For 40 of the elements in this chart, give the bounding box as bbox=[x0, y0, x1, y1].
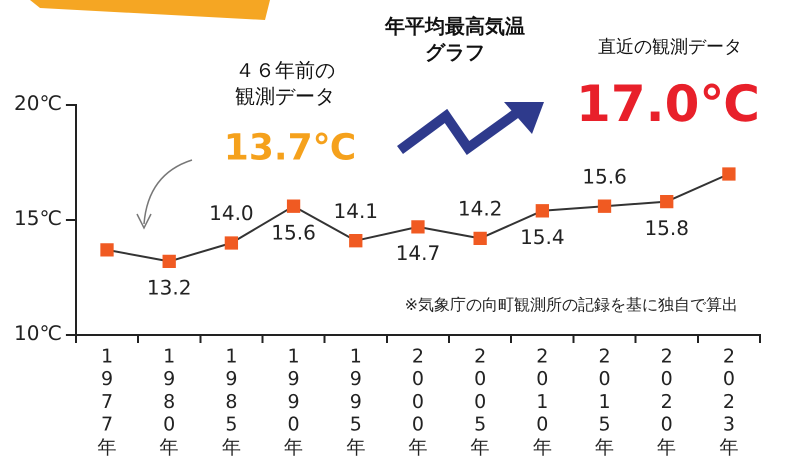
data-label: 14.0 bbox=[209, 201, 254, 226]
data-label: 13.2 bbox=[146, 276, 192, 300]
x-tick-label: 1985年 bbox=[222, 345, 241, 459]
annotation: 17.0℃ bbox=[576, 74, 760, 133]
data-label: 15.8 bbox=[644, 216, 689, 240]
point bbox=[536, 204, 549, 218]
point bbox=[162, 254, 176, 268]
point bbox=[660, 194, 674, 208]
point bbox=[722, 167, 736, 181]
data-label: 14.7 bbox=[396, 241, 440, 266]
data-label: 14.2 bbox=[458, 196, 502, 221]
data-label: 15.6 bbox=[582, 164, 627, 188]
chart-title: 年平均最高気温グラフ bbox=[384, 14, 525, 64]
x-tick-label: 1980年 bbox=[160, 345, 179, 459]
point bbox=[411, 220, 425, 234]
data-label: 14.1 bbox=[334, 198, 378, 223]
y-tick-label: 20℃ bbox=[14, 91, 62, 116]
point bbox=[349, 234, 362, 248]
x-tick-label: 1977年 bbox=[98, 345, 117, 459]
point bbox=[473, 232, 487, 246]
point bbox=[100, 243, 114, 257]
point bbox=[224, 236, 238, 250]
data-label: 15.4 bbox=[520, 225, 565, 250]
annotation: ※気象庁の向町観測所の記録を基に独自で算出 bbox=[404, 295, 738, 314]
x-tick-label: 2023年 bbox=[719, 345, 738, 459]
x-tick-label: 2010年 bbox=[532, 345, 552, 459]
x-tick-label: 2015年 bbox=[595, 345, 614, 459]
x-tick-label: 2020年 bbox=[657, 345, 676, 459]
annotation: 13.7℃ bbox=[224, 127, 356, 168]
annotation: ４６年前の観測データ bbox=[235, 58, 335, 108]
data-label: 15.6 bbox=[271, 220, 316, 244]
y-tick-label: 15℃ bbox=[14, 206, 62, 230]
x-tick-label: 2005年 bbox=[470, 345, 490, 459]
x-tick-label: 1990年 bbox=[284, 345, 304, 459]
point bbox=[286, 200, 300, 213]
x-tick-label: 2000年 bbox=[408, 345, 428, 459]
y-tick-label: 10℃ bbox=[14, 321, 62, 346]
point bbox=[598, 200, 612, 213]
text: 直近の観測データ bbox=[598, 36, 742, 58]
x-tick-label: 1995年 bbox=[346, 345, 366, 459]
